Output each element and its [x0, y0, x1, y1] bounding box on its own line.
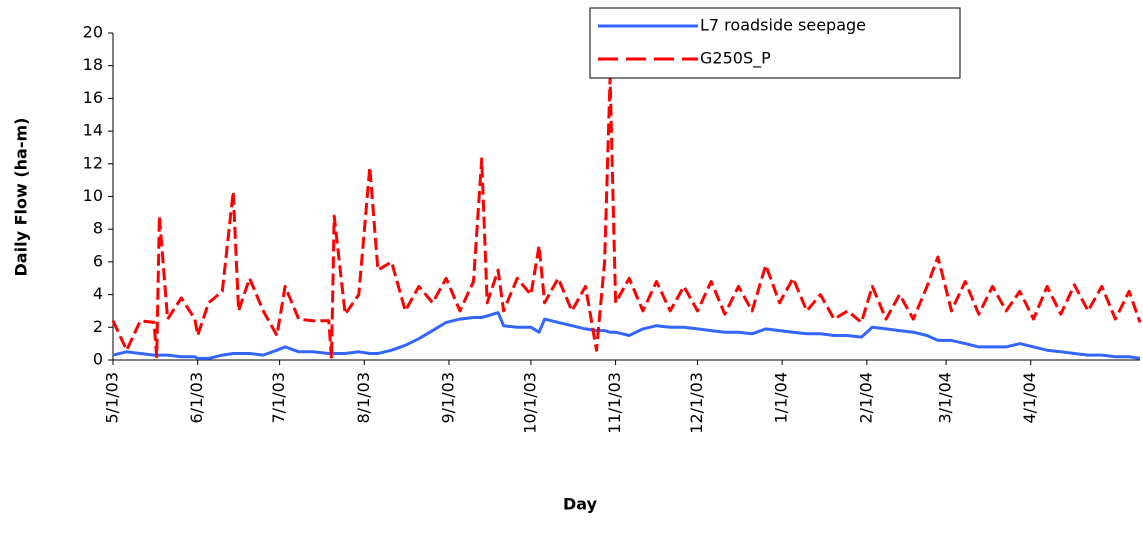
- legend-label: G250S_P: [700, 49, 771, 69]
- x-tick-label: 5/1/03: [103, 372, 122, 424]
- x-tick-label: 4/1/04: [1020, 372, 1039, 424]
- x-tick-label: 12/1/03: [687, 372, 706, 434]
- x-tick-label: 8/1/03: [354, 372, 373, 424]
- y-tick-label: 14: [83, 121, 103, 140]
- x-tick-label: 2/1/04: [856, 372, 875, 424]
- x-tick-label: 1/1/04: [772, 372, 791, 424]
- y-tick-label: 0: [93, 350, 103, 369]
- legend-box: [589, 7, 961, 79]
- series-line: [112, 311, 1141, 360]
- y-tick-label: 8: [93, 219, 103, 238]
- x-tick-label: 6/1/03: [187, 372, 206, 424]
- series-line: [111, 75, 1142, 360]
- y-tick-label: 10: [83, 186, 103, 205]
- x-tick-label: 3/1/04: [936, 372, 955, 424]
- y-axis-label: Daily Flow (ha-m): [12, 118, 31, 277]
- y-tick-label: 2: [93, 317, 103, 336]
- x-tick-label: 9/1/03: [438, 372, 457, 424]
- y-tick-label: 6: [93, 251, 103, 270]
- x-tick-label: 7/1/03: [269, 372, 288, 424]
- x-tick-label: 11/1/03: [605, 372, 624, 434]
- y-tick-label: 20: [83, 23, 103, 42]
- y-tick-label: 16: [83, 88, 103, 107]
- y-tick-label: 18: [83, 55, 103, 74]
- y-tick-label: 12: [83, 153, 103, 172]
- x-axis-label: Day: [563, 495, 598, 514]
- x-tick-label: 10/1/03: [520, 372, 539, 434]
- legend-label: L7 roadside seepage: [700, 16, 866, 35]
- y-tick-label: 4: [93, 284, 103, 303]
